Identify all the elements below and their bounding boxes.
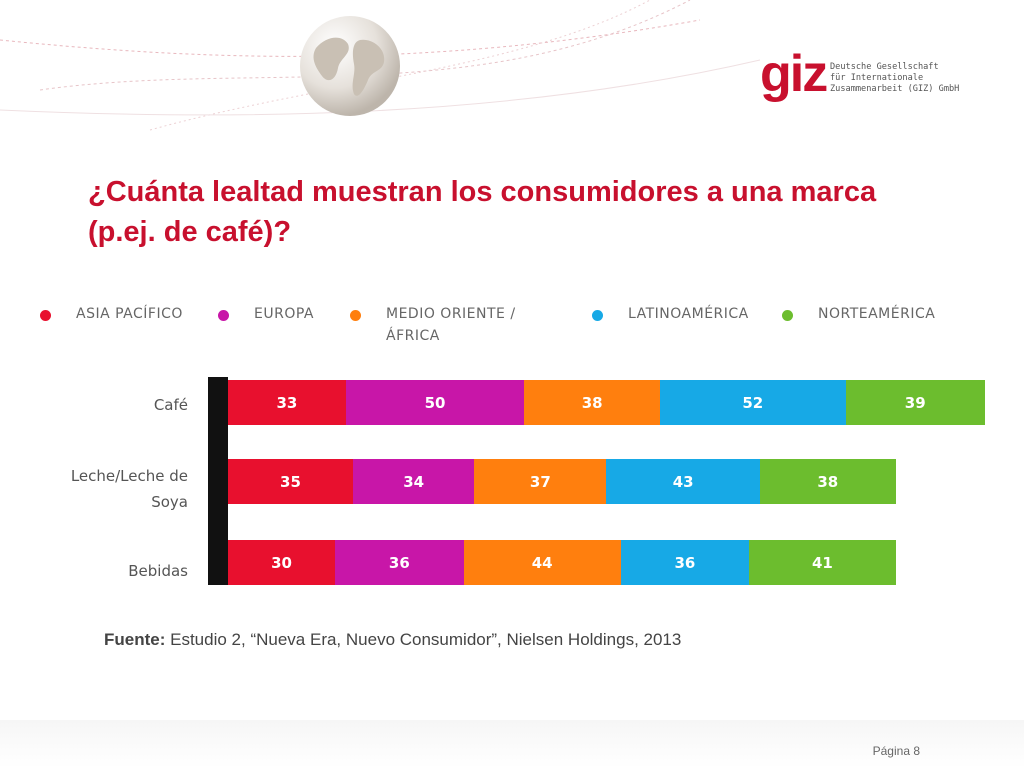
bar-segment: 39 xyxy=(845,380,985,425)
bar-segment: 43 xyxy=(606,459,760,504)
slide-title: ¿Cuánta lealtad muestran los consumidore… xyxy=(88,176,877,248)
bar-segment: 50 xyxy=(345,380,525,425)
bar-segment: 52 xyxy=(659,380,846,425)
giz-logo-line: für Internationale xyxy=(830,73,924,83)
bar-segment: 41 xyxy=(749,540,896,585)
legend-label: NORTEAMÉRICA xyxy=(818,306,936,322)
legend-label: ASIA PACÍFICO xyxy=(76,306,183,322)
category-label: Café xyxy=(153,396,188,414)
legend-dot xyxy=(782,310,793,321)
category-label: Bebidas xyxy=(128,562,188,580)
giz-logo-text: Deutsche Gesellschaft für Internationale… xyxy=(830,62,959,95)
bar-segment: 33 xyxy=(228,380,346,425)
category-label: Leche/Leche de Soya xyxy=(70,467,188,511)
legend-label: LATINOAMÉRICA xyxy=(628,306,749,322)
page-number: Página 8 xyxy=(872,744,920,758)
legend-dot xyxy=(350,310,361,321)
legend-label: EUROPA xyxy=(254,306,314,322)
source-note: Fuente: Estudio 2, “Nueva Era, Nuevo Con… xyxy=(104,630,681,650)
giz-logo-mark: giz xyxy=(760,45,828,103)
footer-band xyxy=(0,720,1024,768)
bar-segment: 38 xyxy=(524,380,660,425)
bar-segment: 34 xyxy=(352,459,475,504)
bar-segment: 38 xyxy=(759,459,896,504)
legend-dot xyxy=(218,310,229,321)
bar-segment: 35 xyxy=(228,459,353,504)
legend-dot xyxy=(40,310,51,321)
giz-logo: giz Deutsche Gesellschaft für Internatio… xyxy=(760,48,960,112)
bar-segment: 37 xyxy=(474,459,607,504)
legend-label: MEDIO ORIENTE / ÁFRICA xyxy=(386,306,516,344)
bar-segment: 36 xyxy=(620,540,750,585)
giz-logo-line: Zusammenarbeit (GIZ) GmbH xyxy=(830,84,960,94)
bar-segment: 36 xyxy=(335,540,464,585)
source-text: Estudio 2, “Nueva Era, Nuevo Consumidor”… xyxy=(170,630,682,649)
legend-dot xyxy=(592,310,603,321)
globe-icon xyxy=(300,16,400,116)
bar-segment: 44 xyxy=(463,540,621,585)
bar-segment: 30 xyxy=(228,540,336,585)
source-label: Fuente: xyxy=(104,630,166,649)
chart-axis-bar xyxy=(208,377,228,585)
giz-logo-line: Deutsche Gesellschaft xyxy=(830,62,939,72)
